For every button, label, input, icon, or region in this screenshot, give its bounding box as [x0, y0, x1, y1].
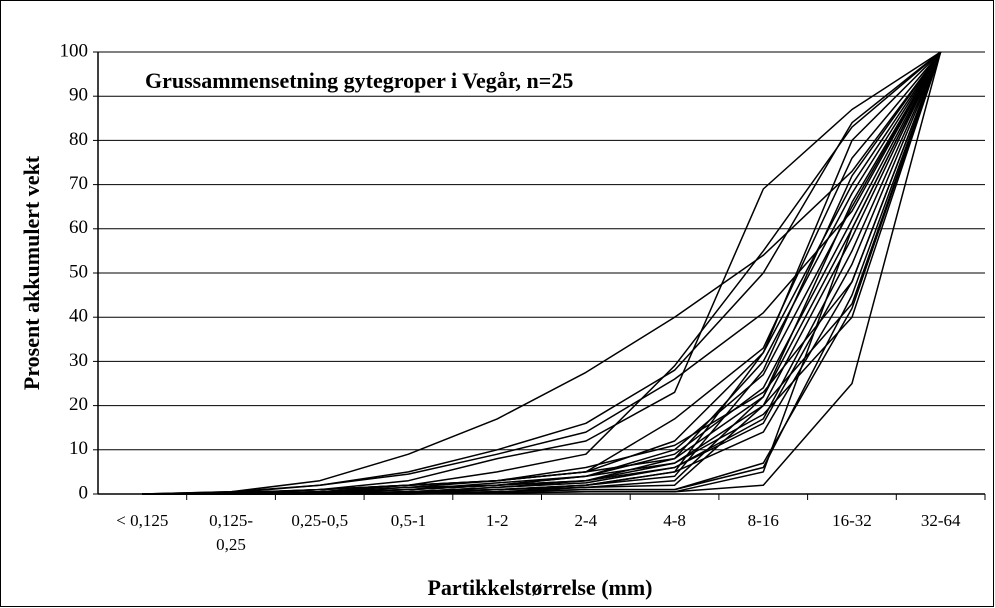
y-tick-label: 30 — [69, 350, 88, 371]
x-tick-label: 0,25-0,5 — [291, 511, 348, 530]
x-tick-label: 0,5-1 — [391, 511, 426, 530]
x-tick-label: 1-2 — [486, 511, 509, 530]
y-tick-label: 40 — [69, 306, 88, 327]
y-tick-label: 20 — [69, 394, 88, 415]
x-tick-label: < 0,125 — [116, 511, 168, 530]
y-tick-label: 90 — [69, 85, 88, 106]
series-line — [142, 51, 942, 495]
x-tick-label: 2-4 — [575, 511, 598, 530]
x-axis-label: Partikkelstørrelse (mm) — [427, 575, 652, 600]
y-tick-label: 100 — [60, 40, 89, 61]
y-axis-label: Prosent akkumulert vekt — [19, 155, 44, 390]
series-line — [142, 51, 942, 495]
chart-title: Grussammensetning gytegroper i Vegår, n=… — [145, 68, 573, 93]
x-tick-label: 32-64 — [921, 511, 961, 530]
y-tick-label: 10 — [69, 438, 88, 459]
y-tick-label: 60 — [69, 217, 88, 238]
series-line — [142, 51, 942, 495]
y-tick-label: 50 — [69, 261, 88, 282]
series-line — [142, 51, 942, 495]
x-tick-label: 16-32 — [832, 511, 872, 530]
y-tick-label: 80 — [69, 129, 88, 150]
x-tick-label: 0,125-0,25 — [209, 511, 253, 554]
x-tick-label: 8-16 — [748, 511, 779, 530]
x-tick-label: 4-8 — [663, 511, 686, 530]
y-tick-label: 70 — [69, 173, 88, 194]
y-tick-label: 0 — [79, 482, 89, 503]
series-line — [142, 51, 942, 495]
